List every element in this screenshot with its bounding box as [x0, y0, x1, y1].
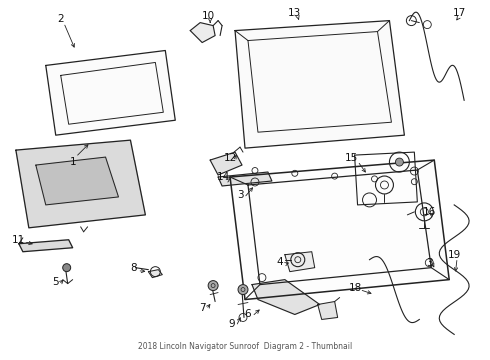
Text: 16: 16 [423, 207, 436, 217]
Text: 5: 5 [52, 276, 59, 287]
Polygon shape [230, 160, 449, 300]
Text: 2: 2 [57, 14, 64, 24]
Circle shape [238, 285, 248, 294]
Polygon shape [210, 152, 242, 175]
Polygon shape [318, 302, 338, 319]
Text: 12: 12 [223, 153, 237, 163]
Text: 3: 3 [426, 258, 433, 268]
Polygon shape [190, 23, 215, 42]
Text: 7: 7 [199, 302, 205, 312]
Text: 18: 18 [349, 283, 362, 293]
Text: 19: 19 [447, 250, 461, 260]
Text: 13: 13 [288, 8, 301, 18]
Polygon shape [36, 157, 119, 205]
Polygon shape [148, 270, 162, 278]
Text: 8: 8 [130, 263, 137, 273]
Polygon shape [19, 240, 73, 252]
Text: 1: 1 [70, 157, 76, 167]
Text: 10: 10 [201, 11, 215, 21]
Text: 14: 14 [217, 172, 230, 182]
Text: 2018 Lincoln Navigator Sunroof  Diagram 2 - Thumbnail: 2018 Lincoln Navigator Sunroof Diagram 2… [138, 342, 352, 351]
Text: 6: 6 [245, 310, 251, 319]
Text: 15: 15 [345, 153, 358, 163]
Polygon shape [218, 172, 272, 186]
Polygon shape [252, 280, 319, 315]
Text: 4: 4 [276, 257, 283, 267]
Polygon shape [285, 252, 315, 272]
Polygon shape [16, 140, 146, 228]
Polygon shape [235, 21, 404, 148]
Polygon shape [46, 50, 175, 135]
Circle shape [208, 280, 218, 291]
Text: 11: 11 [12, 235, 25, 245]
Circle shape [395, 158, 403, 166]
Text: 9: 9 [229, 319, 235, 329]
Text: 3: 3 [237, 190, 244, 200]
Circle shape [63, 264, 71, 272]
Text: 17: 17 [453, 8, 466, 18]
